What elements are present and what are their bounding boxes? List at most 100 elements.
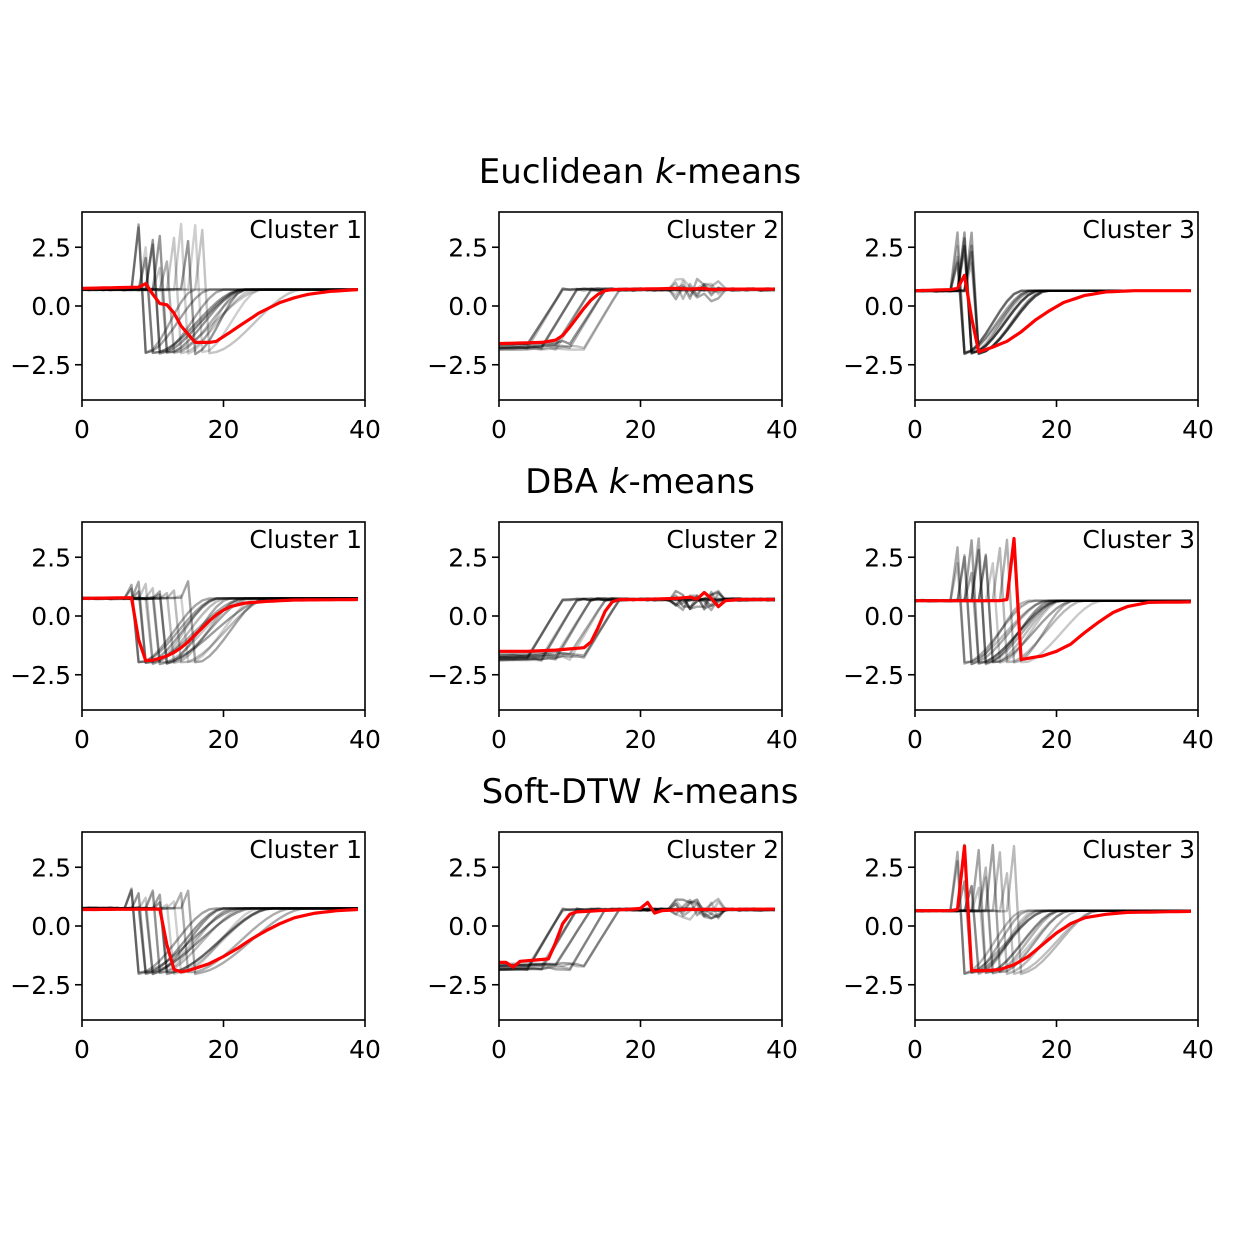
x-tick-label: 0 <box>74 1035 90 1064</box>
barycenter-line <box>499 286 775 346</box>
y-tick-label: 0.0 <box>864 912 904 941</box>
cluster-label: Cluster 2 <box>666 525 779 554</box>
y-tick-label: 0.0 <box>448 912 488 941</box>
x-tick-label: 40 <box>1182 725 1214 754</box>
y-tick-label: −2.5 <box>10 661 71 690</box>
member-series-line <box>499 596 775 659</box>
y-tick-label: −2.5 <box>843 351 904 380</box>
member-series-line <box>82 596 358 666</box>
x-tick-label: 20 <box>1041 415 1073 444</box>
member-series-line <box>82 266 358 354</box>
y-tick-label: 0.0 <box>31 292 71 321</box>
panel-r3-c3: 0 20 40 2.5 0.0 −2.5 Cluster 3 <box>843 831 1214 1064</box>
member-series-line <box>499 287 776 349</box>
member-series-line <box>915 872 1191 975</box>
member-series-line <box>82 246 358 354</box>
member-series-line <box>499 591 776 659</box>
y-tick-label: −2.5 <box>843 661 904 690</box>
member-series-line <box>499 284 775 350</box>
x-tick-label: 0 <box>491 1035 507 1064</box>
member-series-line <box>82 891 358 974</box>
cluster-label: Cluster 3 <box>1082 525 1195 554</box>
member-series-line <box>82 228 358 355</box>
barycenter-line <box>82 282 358 344</box>
panel-r3-c2: 0 20 40 2.5 0.0 −2.5 Cluster 2 <box>427 831 798 1064</box>
member-series-line <box>82 226 358 354</box>
x-tick-label: 40 <box>766 1035 798 1064</box>
y-tick-label: 2.5 <box>864 543 904 572</box>
cluster-label: Cluster 2 <box>666 835 779 864</box>
x-tick-label: 0 <box>74 725 90 754</box>
barycenter-line <box>915 273 1191 354</box>
panel-r1-c2: 0 20 40 2.5 0.0 −2.5 Cluster 2 <box>427 211 798 444</box>
x-tick-label: 20 <box>625 415 657 444</box>
member-series-line <box>82 234 358 354</box>
x-tick-label: 40 <box>1182 1035 1214 1064</box>
y-tick-label: 0.0 <box>448 602 488 631</box>
member-series-line <box>915 553 1191 666</box>
y-tick-label: 0.0 <box>864 292 904 321</box>
y-tick-label: −2.5 <box>427 351 488 380</box>
member-series-line <box>82 595 358 666</box>
cluster-label: Cluster 3 <box>1082 215 1195 244</box>
barycenter-line <box>915 536 1191 662</box>
row-2-title: DBA k-means <box>525 462 755 502</box>
member-series-line <box>82 223 358 355</box>
y-tick-label: 2.5 <box>31 233 71 262</box>
x-tick-label: 0 <box>74 415 90 444</box>
member-series-line <box>915 876 1191 975</box>
x-tick-label: 20 <box>625 1035 657 1064</box>
member-series-line <box>82 260 358 354</box>
member-series-line <box>499 287 776 350</box>
y-tick-label: 0.0 <box>31 912 71 941</box>
y-tick-label: −2.5 <box>10 351 71 380</box>
x-tick-label: 40 <box>349 725 381 754</box>
y-tick-label: −2.5 <box>427 661 488 690</box>
y-tick-label: 0.0 <box>31 602 71 631</box>
member-series-line <box>499 287 775 346</box>
x-tick-label: 20 <box>208 415 240 444</box>
member-series-line <box>82 889 358 975</box>
cluster-label: Cluster 1 <box>249 215 362 244</box>
x-tick-label: 40 <box>349 415 381 444</box>
barycenter-line <box>915 844 1191 973</box>
member-series-line <box>499 285 775 346</box>
y-tick-label: −2.5 <box>427 971 488 1000</box>
member-series-line <box>82 256 358 355</box>
member-series-line <box>915 860 1191 975</box>
barycenter-line <box>499 900 775 969</box>
member-series-line <box>82 582 358 665</box>
y-tick-label: 2.5 <box>448 233 488 262</box>
x-tick-label: 20 <box>1041 725 1073 754</box>
member-series-line <box>82 238 358 355</box>
x-tick-label: 0 <box>491 415 507 444</box>
member-series-line <box>915 546 1191 665</box>
member-series-line <box>82 892 358 974</box>
y-tick-label: 2.5 <box>448 853 488 882</box>
member-series-line <box>82 593 358 665</box>
member-series-line <box>915 555 1191 666</box>
y-tick-label: 2.5 <box>31 543 71 572</box>
panel-r3-c1: 0 20 40 2.5 0.0 −2.5 Cluster 1 <box>10 831 381 1064</box>
member-series-line <box>499 902 775 967</box>
y-tick-label: 2.5 <box>864 233 904 262</box>
row-3-title: Soft-DTW k-means <box>482 772 799 812</box>
barycenter-line <box>82 596 358 663</box>
member-series-line <box>82 893 358 974</box>
member-series-line <box>915 880 1191 974</box>
member-series-line <box>499 907 776 967</box>
member-series-line <box>82 594 358 664</box>
cluster-label: Cluster 1 <box>249 525 362 554</box>
row-1-title: Euclidean k-means <box>479 152 801 192</box>
panel-r2-c3: 0 20 40 2.5 0.0 −2.5 Cluster 3 <box>843 521 1214 754</box>
member-series-line <box>82 887 358 974</box>
member-series-line <box>499 592 775 656</box>
x-tick-label: 20 <box>1041 1035 1073 1064</box>
member-series-line <box>499 590 775 660</box>
member-series-line <box>82 889 358 976</box>
member-series-line <box>82 243 358 354</box>
member-series-line <box>82 239 358 356</box>
member-series-line <box>499 597 776 659</box>
cluster-label: Cluster 1 <box>249 835 362 864</box>
barycenter-line <box>82 907 358 974</box>
